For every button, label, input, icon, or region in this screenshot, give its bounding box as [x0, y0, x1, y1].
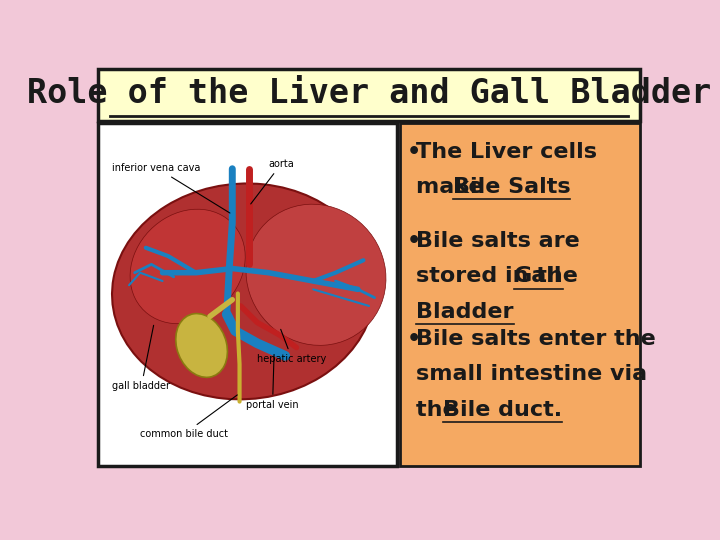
Text: the: the [416, 400, 466, 420]
Text: •: • [407, 141, 421, 161]
FancyBboxPatch shape [99, 69, 639, 121]
Text: common bile duct: common bile duct [140, 395, 238, 439]
Ellipse shape [130, 209, 246, 323]
Ellipse shape [112, 184, 375, 399]
FancyBboxPatch shape [400, 123, 639, 466]
Text: inferior vena cava: inferior vena cava [112, 163, 230, 213]
Text: Bile Salts: Bile Salts [453, 177, 570, 197]
Ellipse shape [246, 204, 386, 346]
Text: aorta: aorta [251, 159, 294, 204]
Text: Gall: Gall [514, 266, 562, 286]
Text: Bladder: Bladder [416, 302, 514, 322]
Text: •: • [407, 231, 421, 251]
Text: portal vein: portal vein [246, 354, 299, 410]
Text: Bile duct.: Bile duct. [444, 400, 562, 420]
Text: gall bladder: gall bladder [112, 325, 171, 391]
Text: •: • [407, 329, 421, 349]
FancyBboxPatch shape [99, 123, 397, 466]
Text: The Liver cells: The Liver cells [416, 141, 598, 161]
Ellipse shape [176, 314, 228, 377]
Text: stored in the: stored in the [416, 266, 586, 286]
Text: Role of the Liver and Gall Bladder: Role of the Liver and Gall Bladder [27, 77, 711, 110]
Text: hepatic artery: hepatic artery [258, 329, 327, 364]
Text: small intestine via: small intestine via [416, 364, 647, 384]
Text: make: make [416, 177, 492, 197]
Text: Bile salts enter the: Bile salts enter the [416, 329, 656, 349]
Text: Bile salts are: Bile salts are [416, 231, 580, 251]
